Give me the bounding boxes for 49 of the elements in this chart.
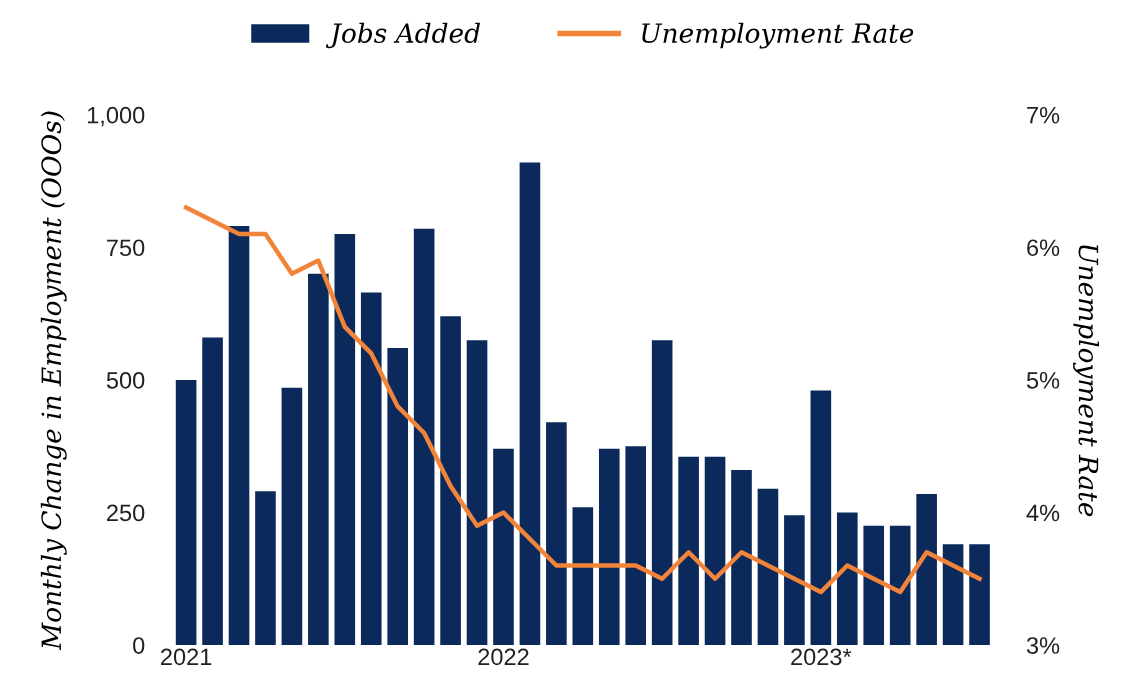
y2-tick-label: 6% <box>1027 239 1060 257</box>
bar <box>598 448 620 646</box>
bar <box>360 292 382 646</box>
y-tick-label: 250 <box>107 504 145 522</box>
bar <box>466 340 488 646</box>
x-tick-label: 2023* <box>791 648 852 666</box>
bar <box>255 491 276 646</box>
bar <box>704 456 726 646</box>
bar <box>519 162 541 646</box>
bar <box>281 387 303 646</box>
line-series <box>183 205 982 595</box>
bar <box>440 316 461 646</box>
legend-label: Unemployment Rate <box>642 22 914 49</box>
bar <box>202 337 223 646</box>
bar <box>678 456 699 646</box>
bar <box>625 446 647 646</box>
bar <box>334 234 356 646</box>
bar <box>942 544 964 646</box>
bar <box>546 422 567 646</box>
bar <box>228 226 250 646</box>
y-tick-label: 750 <box>107 239 145 257</box>
y-tick-label: 500 <box>106 371 145 389</box>
bar <box>175 379 197 646</box>
y-axis-title: Monthly Change in Employment (OOOs) <box>40 111 67 651</box>
bar <box>493 448 514 646</box>
bar <box>916 493 937 646</box>
bar <box>572 507 594 646</box>
bar <box>651 340 673 646</box>
y2-axis-title: Unemployment Rate <box>1073 245 1099 517</box>
bar <box>836 512 858 646</box>
y2-tick-label: 5% <box>1026 372 1060 389</box>
y-tick-label: 0 <box>133 637 145 654</box>
legend-label: Jobs Added <box>325 22 480 49</box>
bar <box>308 273 329 646</box>
bar <box>757 488 779 646</box>
x-tick-label: 2021 <box>161 648 212 666</box>
y2-tick-label: 7% <box>1027 106 1060 124</box>
bar <box>969 544 990 646</box>
bar <box>863 525 885 646</box>
bar <box>413 228 435 646</box>
bar <box>387 348 409 646</box>
y2-tick-label: 4% <box>1026 504 1060 522</box>
bar <box>889 525 911 646</box>
bar <box>784 515 805 646</box>
y-tick-label: 1,000 <box>87 106 145 127</box>
x-tick-label: 2022 <box>478 648 529 666</box>
bar <box>810 390 832 646</box>
bar <box>731 470 752 646</box>
y2-tick-label: 3% <box>1026 637 1060 654</box>
